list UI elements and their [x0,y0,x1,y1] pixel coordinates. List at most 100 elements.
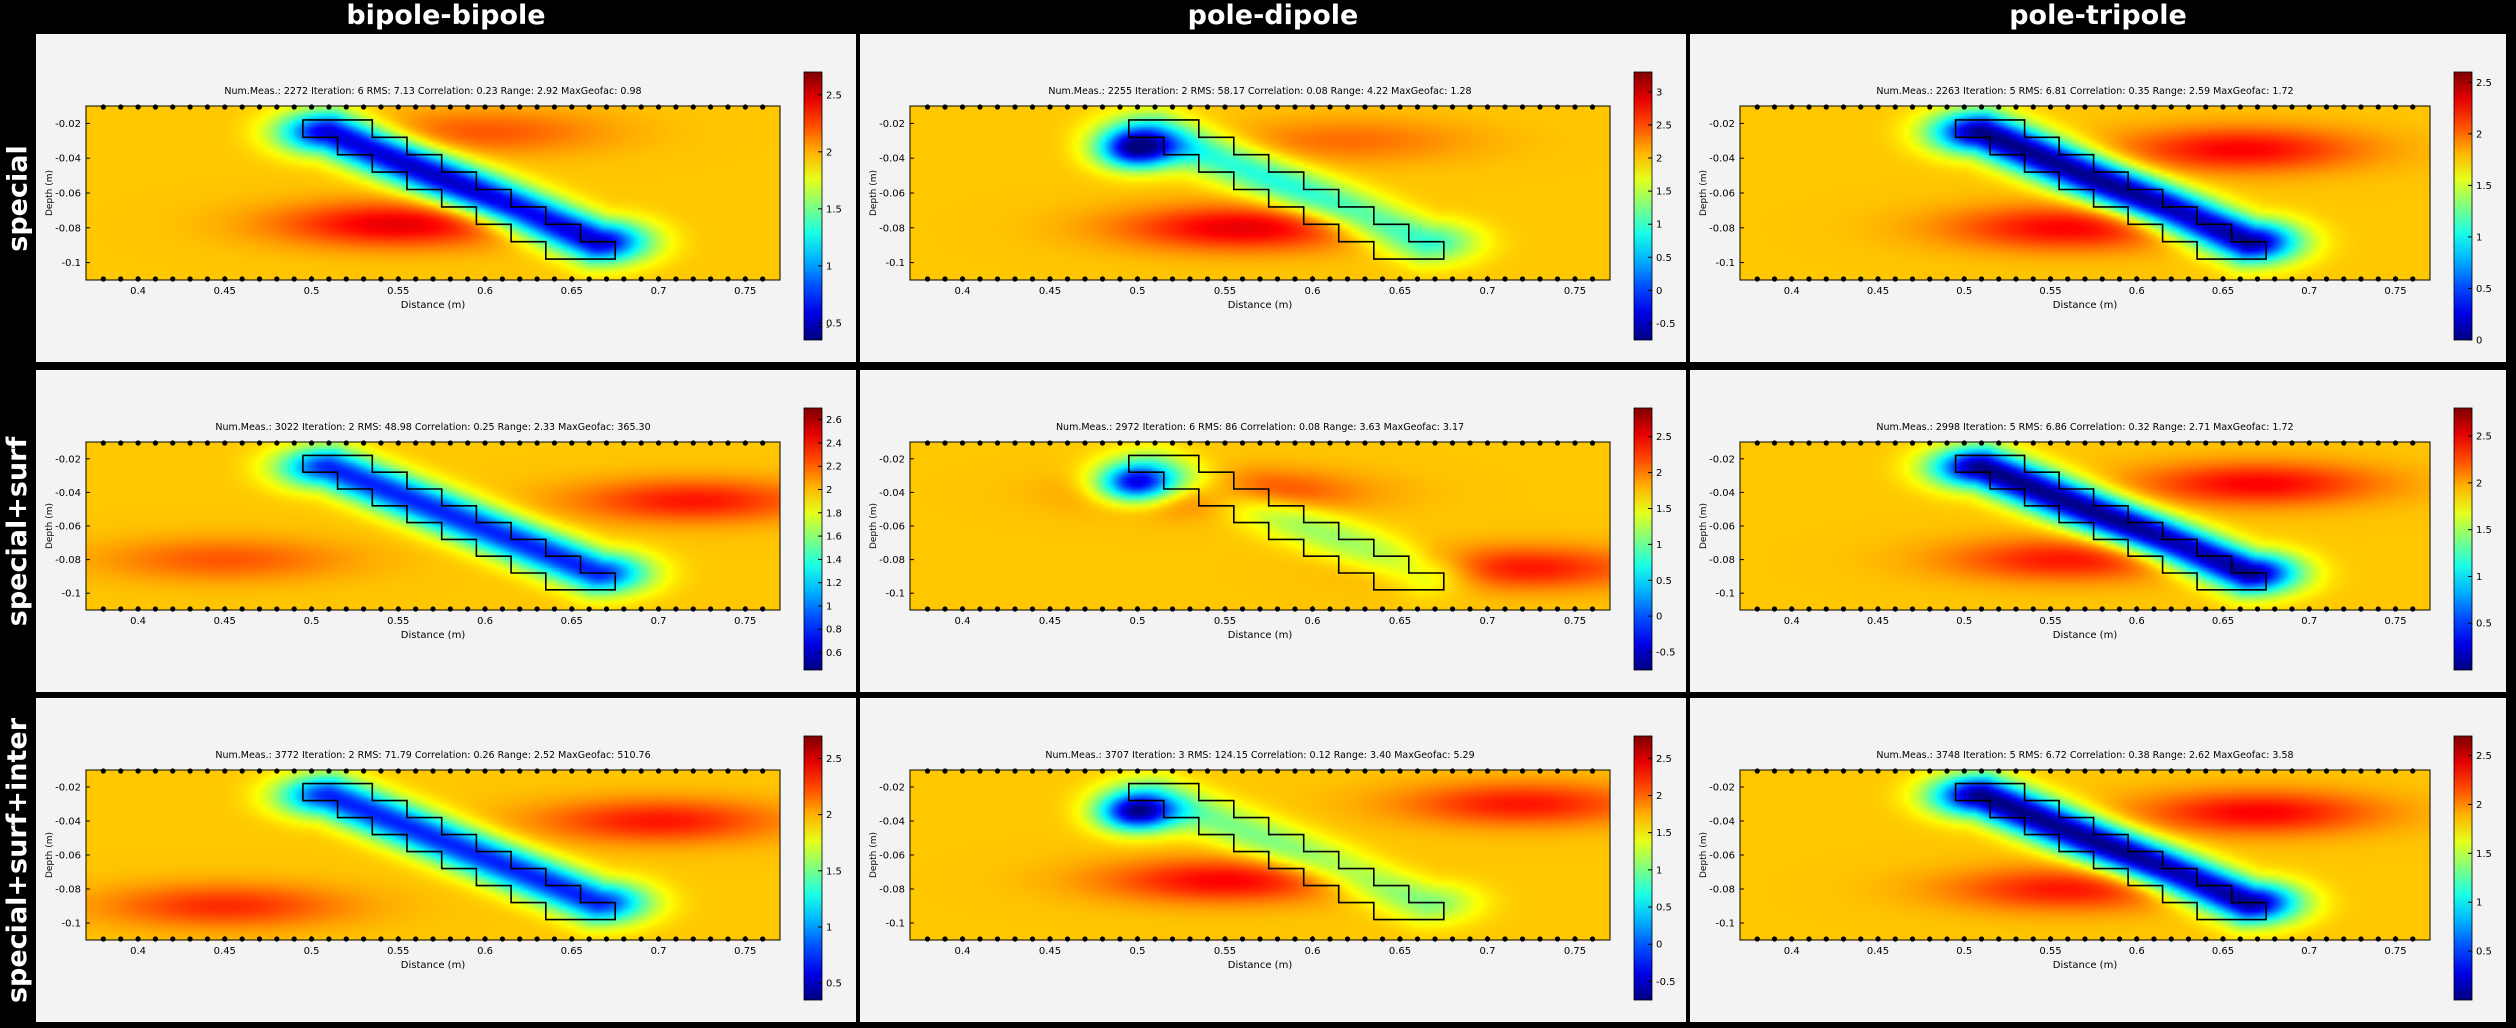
colorbar-tick-label: -0.5 [1656,977,1676,988]
electrode-marker [100,768,106,774]
electrode-marker [1502,768,1508,774]
electrode-marker [1892,606,1898,612]
electrode-marker [204,440,211,446]
electrode-marker [569,104,575,110]
x-tick-label: 0.4 [130,286,146,297]
electrode-marker [1909,936,1916,942]
y-tick-label: -0.08 [55,555,81,566]
electrode-marker [1117,276,1123,282]
electrode-marker [1082,104,1088,110]
electrode-marker [1117,440,1123,446]
x-tick-label: 0.7 [2301,946,2317,957]
electrode-marker [135,768,141,774]
colorbar-tick-label: 2 [826,810,832,821]
y-tick-label: -0.06 [1709,522,1735,533]
electrode-marker [1047,104,1053,110]
electrode-marker [1169,276,1176,282]
electrode-marker [1554,440,1561,446]
electrode-marker [1327,440,1333,446]
electrode-marker [1187,606,1193,612]
electrode-marker [2185,606,2192,612]
electrode-marker [1432,440,1438,446]
x-tick-label: 0.5 [1956,616,1972,627]
electrode-marker [2392,440,2399,446]
electrode-marker [499,936,505,942]
electrode-marker [1771,104,1778,110]
electrode-marker [1309,768,1316,774]
colorbar-tick-label: 0.5 [826,979,842,990]
row-title-text: special+surf+inter [2,717,34,1003]
electrode-marker [708,276,714,282]
electrode-marker [291,936,297,942]
electrode-marker [256,276,263,282]
electrode-marker [2116,104,2123,110]
electrode-marker [1362,768,1368,774]
electrode-marker [2013,606,2019,612]
colorbar-tick-label: 0.5 [1656,253,1672,264]
x-tick-label: 0.5 [1130,616,1146,627]
electrode-marker [2323,276,2330,282]
electrode-marker [1082,606,1088,612]
electrode-marker [2375,768,2381,774]
colorbar-tick-label: 2.5 [2476,78,2492,89]
electrode-marker [621,936,627,942]
electrode-marker [1840,768,1847,774]
y-tick-label: -0.02 [55,119,81,130]
electrode-marker [1771,936,1778,942]
y-tick-label: -0.02 [1709,454,1735,465]
colorbar-tick-label: 0.5 [1656,903,1672,914]
y-tick-label: -0.1 [61,258,81,269]
electrode-marker [517,440,523,446]
electrode-marker [1840,440,1847,446]
electrode-marker [499,606,505,612]
electrode-marker [2272,440,2278,446]
electrode-marker [2220,104,2226,110]
electrode-marker [465,276,471,282]
electrode-marker [2358,606,2364,612]
electrode-marker [534,606,540,612]
y-tick-label: -0.04 [1709,488,1735,499]
electrode-marker [2134,440,2140,446]
electrode-marker [534,104,540,110]
panel-special+surf+inter-bipole-bipole: Num.Meas.: 3772 Iteration: 2 RMS: 71.79 … [36,698,856,1022]
x-tick-label: 0.5 [1956,946,1972,957]
x-tick-label: 0.75 [734,286,756,297]
electrode-marker [569,440,575,446]
y-tick-label: -0.02 [1709,783,1735,794]
electrode-marker [1789,440,1795,446]
electrode-marker [1187,276,1193,282]
electrode-marker [2410,606,2416,612]
electrode-marker [1789,768,1795,774]
x-tick-label: 0.65 [1389,616,1411,627]
electrode-marker [551,276,558,282]
colorbar-tick-label: 2 [1656,468,1662,479]
colorbar-tick-label: 0 [1656,286,1662,297]
electrode-marker [1572,104,1578,110]
electrode-marker [1449,768,1456,774]
x-tick-label: 0.75 [734,616,756,627]
electrode-marker [2358,936,2364,942]
electrode-marker [1432,104,1438,110]
electrode-marker [742,768,748,774]
electrode-marker [517,104,523,110]
electrode-marker [2289,936,2295,942]
electrode-marker [1754,936,1760,942]
electrode-marker [517,768,523,774]
panel-special+surf+inter-pole-tripole: Num.Meas.: 3748 Iteration: 5 RMS: 6.72 C… [1690,698,2506,1022]
x-tick-label: 0.45 [1039,616,1061,627]
electrode-marker [2289,768,2295,774]
electrode-marker [1257,276,1263,282]
electrode-marker [118,936,124,942]
electrode-marker [1927,440,1933,446]
x-tick-label: 0.4 [955,946,971,957]
electrode-marker [2254,936,2261,942]
y-axis-label: Depth (m) [869,503,879,549]
electrode-marker [222,440,228,446]
electrode-marker [551,936,558,942]
electrode-marker [447,936,453,942]
electrode-marker [1467,440,1473,446]
electrode-marker [1397,440,1403,446]
x-tick-label: 0.5 [304,616,320,627]
electrode-marker [135,440,141,446]
heatmap-field [910,442,1610,610]
